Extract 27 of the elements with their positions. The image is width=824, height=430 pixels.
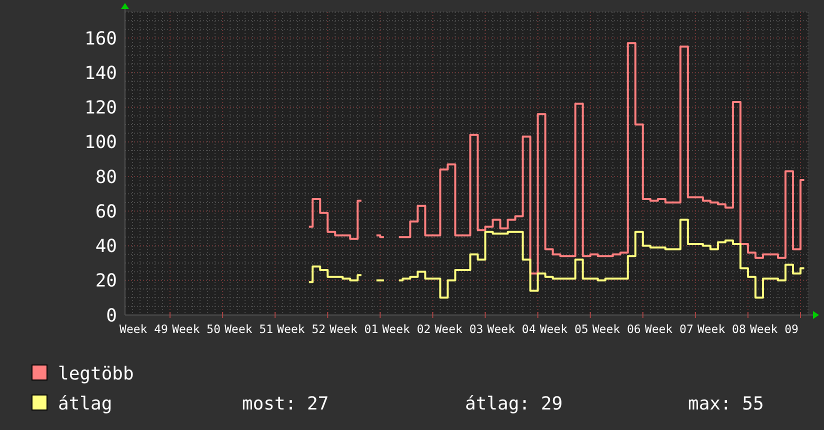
y-tick-label: 120 bbox=[84, 98, 117, 119]
x-tick-label: Week 51 bbox=[224, 322, 274, 336]
x-tick-label: Week 01 bbox=[330, 322, 378, 336]
x-tick-label: Week 07 bbox=[644, 322, 694, 336]
text: átlag: 29 bbox=[465, 393, 563, 414]
y-tick-label: 60 bbox=[95, 201, 117, 222]
x-tick-label: Week 03 bbox=[434, 322, 484, 336]
y-tick-label: 40 bbox=[95, 236, 117, 258]
x-tick-label: Week 04 bbox=[487, 322, 536, 336]
legend-label: legtöbb bbox=[58, 363, 134, 384]
y-tick-label: 100 bbox=[84, 132, 117, 154]
x-tick-label: Week 52 bbox=[277, 322, 326, 336]
y-tick-label: 20 bbox=[95, 270, 117, 292]
y-tick-label: 140 bbox=[84, 62, 117, 84]
x-tick-label: Week 08 bbox=[697, 322, 746, 336]
text: most: 27 bbox=[242, 393, 329, 414]
x-tick-label: Week 06 bbox=[592, 322, 641, 336]
text: max: 55 bbox=[688, 393, 764, 414]
x-tick-label: Week 49 bbox=[120, 322, 168, 336]
legend-label: átlag bbox=[58, 393, 112, 414]
y-tick-label: 80 bbox=[95, 166, 117, 188]
x-tick-label: Week 09 bbox=[750, 322, 799, 336]
x-tick-label: Week 05 bbox=[540, 322, 588, 336]
y-tick-label: 0 bbox=[106, 305, 117, 326]
x-tick-label: Week 50 bbox=[172, 322, 221, 336]
x-tick-label: Week 02 bbox=[382, 322, 431, 336]
y-tick-label: 160 bbox=[84, 28, 117, 50]
